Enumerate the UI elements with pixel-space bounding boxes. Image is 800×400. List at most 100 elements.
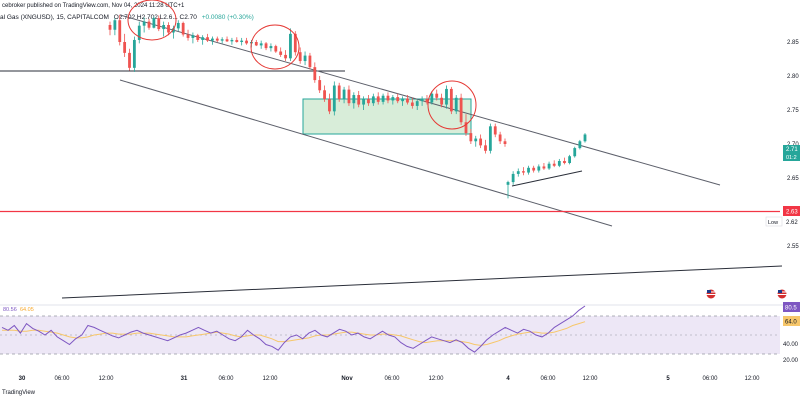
candle-body <box>337 85 341 100</box>
channel-lower-line[interactable] <box>119 79 613 227</box>
candle-body <box>235 39 239 42</box>
rsi-ma-label: 64.0 <box>785 320 797 326</box>
candle-body <box>259 43 263 46</box>
us-flag-icon[interactable] <box>777 289 787 299</box>
candle-body <box>352 95 356 104</box>
candle-body <box>298 52 302 62</box>
flag-icons[interactable] <box>706 289 787 299</box>
candle-body <box>516 171 520 174</box>
candle-body <box>474 138 478 142</box>
candle-body <box>578 141 582 149</box>
candle-body <box>488 126 492 151</box>
candle-body <box>527 167 530 173</box>
candle-body <box>167 25 170 33</box>
candle-body <box>552 163 556 166</box>
price-tick-label: 2.85 <box>787 40 799 46</box>
support-price-tag: 2.63 <box>783 206 800 216</box>
candle-body <box>220 39 224 41</box>
candle-body <box>410 102 414 106</box>
candle-body <box>537 166 541 171</box>
candle-body <box>425 99 429 103</box>
time-tick-label: Nov <box>341 376 353 382</box>
rsi-line <box>1 305 586 353</box>
candle-body <box>264 43 268 49</box>
candle-body <box>284 54 287 59</box>
time-tick-label: 30 <box>19 376 26 382</box>
candle-body <box>254 42 258 46</box>
rsi-value-label: 80.5 <box>785 306 797 312</box>
candle-body <box>191 35 195 38</box>
low-label-box <box>765 216 783 227</box>
circle-annotation-2[interactable] <box>250 24 300 70</box>
candle-body <box>128 52 131 68</box>
price-tick-label: 2.75 <box>787 108 799 114</box>
candle-body <box>171 28 175 33</box>
candle-body <box>332 85 336 112</box>
us-flag-icon[interactable] <box>706 289 716 299</box>
candle-body <box>289 33 292 59</box>
candle-body <box>176 22 180 29</box>
candle-body <box>445 88 448 105</box>
symbol-legend: al Gas (XNGUSD), 15, CAPITALCOM O2.702 H… <box>0 14 257 21</box>
candle-body <box>484 145 487 151</box>
price-change: +0.0080 (+0.30%) <box>201 14 254 21</box>
channel-upper-line[interactable] <box>119 14 721 186</box>
candle-body <box>498 134 502 142</box>
time-tick-label: 12:00 <box>262 376 278 382</box>
annotation-circles[interactable] <box>127 0 477 130</box>
price-tick-label: 2.65 <box>787 176 799 182</box>
drawn-lines[interactable] <box>0 14 783 299</box>
tradingview-watermark: TradingView <box>2 390 36 396</box>
rising-wedge-line[interactable] <box>511 170 583 187</box>
time-tick-label: 06:00 <box>218 376 234 382</box>
ohlc-values: O2.702 H2.702 L2.6... C2.70 <box>113 14 197 21</box>
candle-body <box>108 25 112 30</box>
circle-annotation-3[interactable] <box>427 80 477 130</box>
candle-body <box>557 161 561 166</box>
low-marker: Low 2.62 <box>765 216 798 227</box>
candle-body <box>430 93 434 103</box>
current-price-countdown: 01:2 <box>786 155 797 161</box>
rsi-axis[interactable]: 80.5 64.0 40.00 20.00 <box>783 302 800 364</box>
candle-body <box>318 80 322 91</box>
candle-body <box>142 21 146 26</box>
rsi-ma-box <box>783 316 800 326</box>
candle-body <box>522 171 525 173</box>
candle-body <box>132 39 136 68</box>
candle-body <box>357 95 361 105</box>
circle-annotation-1[interactable] <box>127 0 177 41</box>
time-axis[interactable]: 30 06:00 12:00 31 06:00 12:00 Nov 06:00 12:00 4 06… <box>19 376 761 382</box>
candle-body <box>401 98 404 102</box>
current-price-label: 2.71 <box>786 147 798 153</box>
time-tick-label: 4 <box>506 376 510 382</box>
candle-body <box>347 89 351 104</box>
publish-info: cebroker published on TradingView.com, N… <box>2 3 185 9</box>
rsi-tick-40: 20.00 <box>783 358 799 364</box>
long-trendline[interactable] <box>61 265 783 299</box>
candle-body <box>568 156 571 164</box>
symbol-name[interactable]: al Gas (XNGUSD), 15, CAPITALCOM <box>0 14 109 21</box>
price-tick-label: 2.55 <box>787 244 799 250</box>
time-tick-label: 06:00 <box>702 376 718 382</box>
candle-body <box>211 38 214 41</box>
rsi-legend-value: 80.56 <box>3 307 17 313</box>
time-tick-label: 12:00 <box>582 376 598 382</box>
candle-body <box>196 35 200 40</box>
rsi-pane[interactable]: 80.56 64.05 <box>0 304 800 355</box>
candle-body <box>269 46 273 49</box>
time-tick-label: 06:00 <box>54 376 70 382</box>
candle-body <box>245 40 248 44</box>
candle-body <box>493 126 497 135</box>
low-label: Low <box>768 220 778 226</box>
candle-body <box>503 141 507 144</box>
candle-body <box>201 37 205 40</box>
time-tick-label: 12:00 <box>428 376 444 382</box>
candle-body <box>279 51 283 55</box>
candle-body <box>162 25 166 30</box>
candle-body <box>308 55 312 68</box>
time-tick-label: 06:00 <box>540 376 556 382</box>
candle-body <box>532 167 536 171</box>
support-price-label: 2.63 <box>786 210 798 216</box>
candle-body <box>376 96 380 102</box>
